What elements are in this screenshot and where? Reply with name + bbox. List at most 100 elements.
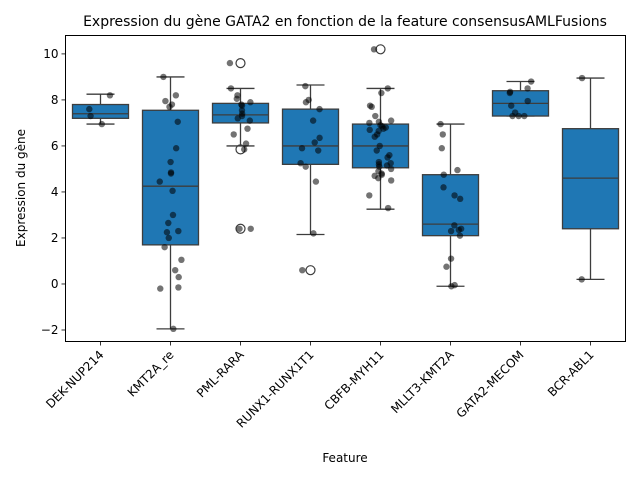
y-tick-label: 4 (51, 185, 59, 199)
data-point (244, 125, 251, 132)
x-tick-label: PML-RARA (194, 347, 247, 400)
data-point (376, 142, 383, 150)
data-point (368, 103, 375, 111)
data-point (172, 145, 180, 152)
y-tick-label: −2 (41, 323, 59, 337)
outlier-marker (305, 265, 316, 276)
data-point (366, 192, 373, 199)
data-point (98, 120, 106, 128)
data-point (236, 225, 243, 232)
data-point (242, 140, 250, 147)
data-point (448, 283, 455, 290)
data-point (384, 154, 391, 161)
data-point (315, 147, 322, 154)
data-point (172, 92, 180, 99)
data-point (178, 256, 185, 264)
data-point (371, 133, 378, 140)
data-point (451, 222, 458, 229)
outlier-marker (375, 44, 386, 55)
data-point (443, 263, 450, 270)
data-point (297, 159, 304, 167)
data-point (387, 177, 395, 184)
data-point (238, 102, 246, 109)
data-point (170, 325, 177, 333)
data-point (578, 276, 585, 283)
plot-frame (65, 35, 626, 342)
data-point (169, 187, 176, 195)
x-tick-label: DEK-NUP214 (43, 348, 106, 411)
y-tick-label: 6 (51, 139, 59, 153)
data-point (165, 234, 172, 242)
data-point (165, 219, 172, 227)
data-point (437, 120, 444, 128)
data-point (387, 165, 395, 173)
data-point (167, 158, 174, 166)
data-point (508, 102, 515, 109)
data-point (157, 285, 164, 292)
data-point (87, 112, 94, 120)
data-point (447, 227, 455, 235)
data-point (456, 232, 464, 239)
box-series (71, 44, 620, 330)
box-iqr (71, 103, 130, 119)
y-axis-label: Expression du gène (14, 129, 28, 247)
y-tick-label: 10 (43, 47, 58, 61)
data-point (439, 131, 446, 138)
outlier-marker (235, 223, 246, 234)
y-axis: −2 0 2 4 6 8 10 (41, 47, 66, 337)
data-point (387, 117, 395, 124)
data-point (247, 99, 254, 106)
data-point (521, 112, 528, 120)
data-point (166, 103, 173, 111)
data-point (106, 92, 114, 99)
x-tick-label: MLLT3-KMT2A (388, 347, 457, 416)
x-tick-label: BCR-ABL1 (545, 348, 597, 400)
data-point (438, 145, 445, 152)
data-point (86, 105, 93, 113)
data-point (175, 273, 182, 281)
data-point (447, 255, 455, 262)
outlier-marker (235, 58, 246, 69)
data-point (311, 139, 318, 146)
data-point (302, 163, 309, 170)
data-point (366, 119, 373, 127)
data-point (226, 59, 234, 67)
data-point (302, 82, 309, 90)
data-point (299, 266, 306, 274)
data-point (247, 225, 254, 232)
data-point (527, 78, 535, 85)
x-tick-label: RUNX1-RUNX1T1 (234, 348, 317, 431)
data-point (366, 126, 373, 134)
data-point (156, 178, 163, 185)
data-point (515, 112, 522, 120)
data-point (234, 115, 241, 122)
x-tick-label: KMT2A_re (125, 348, 177, 400)
data-point (373, 147, 380, 154)
data-point (175, 284, 182, 291)
data-point (160, 73, 167, 81)
data-point (506, 89, 514, 97)
data-point (440, 171, 447, 178)
data-point (312, 178, 320, 185)
data-point (227, 85, 235, 92)
data-point (169, 211, 177, 219)
data-point (451, 192, 458, 199)
data-point (524, 97, 531, 105)
y-tick-label: 8 (51, 93, 59, 107)
data-point (316, 134, 323, 142)
data-point (302, 99, 310, 106)
data-point (378, 89, 385, 97)
data-point (455, 226, 463, 234)
data-point (241, 146, 248, 153)
x-tick-label: GATA2-MECOM (454, 348, 527, 421)
data-point (440, 184, 447, 191)
data-point (246, 117, 254, 124)
data-point (172, 266, 179, 274)
data-point (175, 227, 182, 235)
data-point (230, 131, 237, 138)
data-point (316, 105, 323, 113)
data-point (233, 95, 241, 102)
x-tick-label: CBFB-MYH11 (322, 348, 387, 413)
data-point (310, 230, 317, 237)
data-point (509, 112, 516, 120)
